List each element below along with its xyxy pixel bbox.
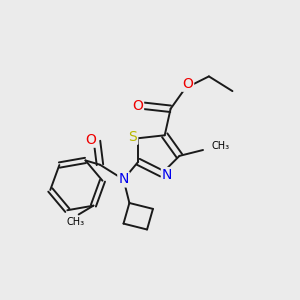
Text: O: O [132,99,143,113]
Text: O: O [85,133,96,147]
Text: CH₃: CH₃ [67,217,85,227]
Text: S: S [128,130,137,144]
Text: N: N [162,168,172,182]
Text: O: O [182,77,193,91]
Text: CH₃: CH₃ [212,141,230,151]
Text: N: N [118,172,129,186]
